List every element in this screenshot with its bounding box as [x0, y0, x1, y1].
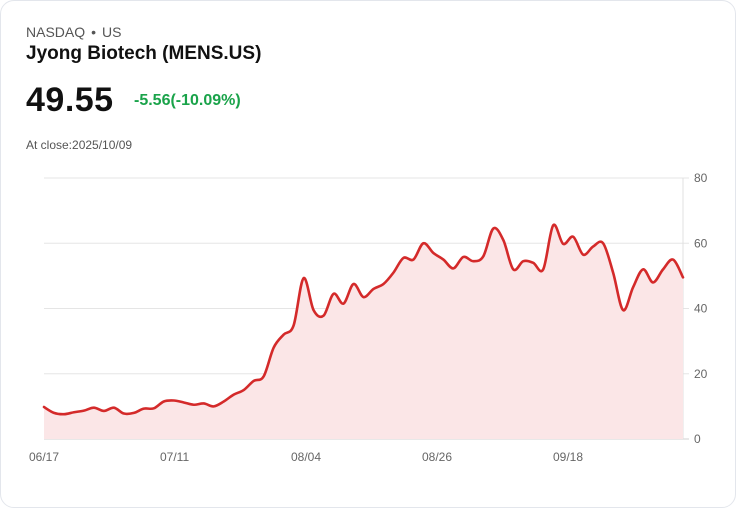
y-tick-label: 40	[694, 302, 708, 316]
separator-dot: •	[91, 24, 97, 40]
y-tick-label: 0	[694, 432, 701, 446]
x-axis: 06/17 07/11 08/04 08/26 09/18	[29, 450, 583, 464]
close-date: At close:2025/10/09	[26, 138, 133, 152]
price-change: -5.56(-10.09%)	[134, 92, 241, 109]
market-name: US	[102, 24, 122, 40]
y-tick-label: 60	[694, 236, 708, 250]
x-tick-label: 08/26	[422, 450, 452, 464]
exchange-name: NASDAQ	[26, 24, 86, 40]
exchange-line: NASDAQ • US	[26, 24, 121, 40]
y-tick-label: 20	[694, 367, 708, 381]
price-area-fill	[44, 224, 683, 439]
y-axis: 0 20 40 60 80	[694, 171, 708, 446]
x-tick-label: 06/17	[29, 450, 59, 464]
price-line	[42, 223, 685, 416]
current-price: 49.55	[26, 81, 114, 119]
x-tick-label: 09/18	[553, 450, 583, 464]
x-tick-label: 07/11	[160, 450, 189, 464]
x-tick-label: 08/04	[291, 450, 321, 464]
stock-title: Jyong Biotech (MENS.US)	[26, 43, 262, 64]
y-tick-label: 80	[694, 171, 708, 185]
